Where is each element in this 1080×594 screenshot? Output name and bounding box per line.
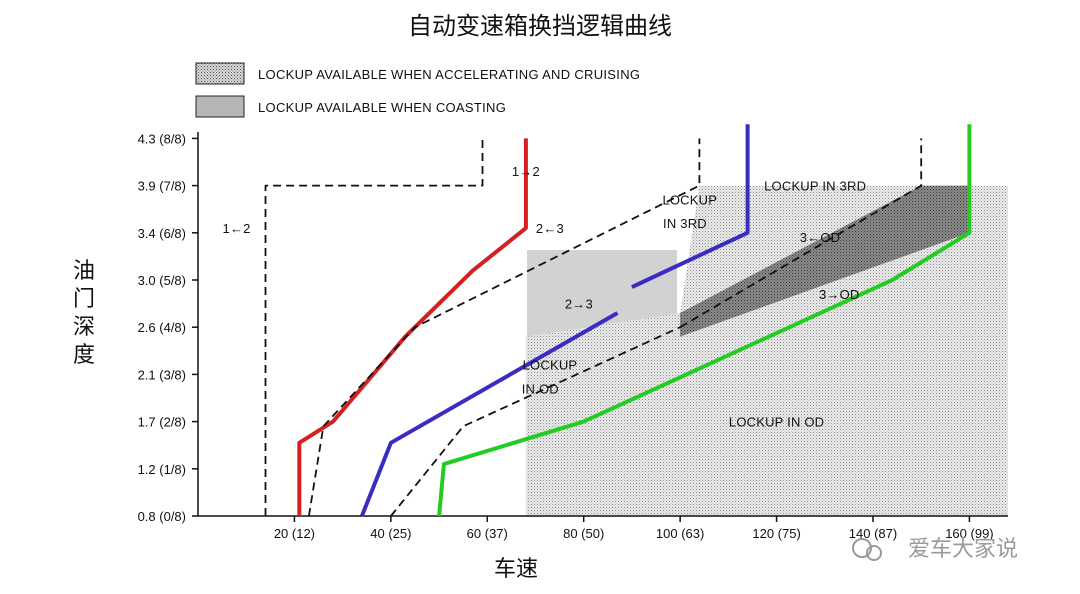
y-tick-label: 3.0 (5/8) [138,273,186,288]
annotation-label: 2→3 [565,296,593,311]
regions [525,185,1008,516]
watermark: 爱车大家说 [852,537,1018,562]
series-lines [264,124,972,517]
x-tick-label: 160 (99) [945,526,993,541]
annotation-label: IN 3RD [663,216,707,231]
x-tick-label: 40 (25) [370,526,411,541]
x-axis-label: 车速 [494,557,538,582]
legend: LOCKUP AVAILABLE WHEN ACCELERATING AND C… [195,62,640,118]
y-tick-label: 0.8 (0/8) [138,509,186,524]
annotation-label: LOCKUP IN 3RD [764,178,866,193]
y-tick-label: 2.6 (4/8) [138,320,186,335]
annotation-label: 3→OD [819,287,860,302]
series-line-2 [360,311,619,517]
series-line-0 [297,138,528,516]
legend-swatch-light [195,62,245,85]
x-ticks: 20 (12) 40 (25) 60 (37) 80 (50) 100 (63) 120 … [274,516,994,541]
x-tick-label: 120 (75) [752,526,800,541]
y-axis-label: 油门深度 [73,259,95,368]
legend-swatch-dark [195,95,245,118]
annotations: 1→2 1←2 2←3 2→3 LOCKUP IN 3RD LOCKUP IN 3RD 3←O… [223,164,866,429]
y-tick-label: 2.1 (3/8) [138,367,186,382]
annotation-label: 3←OD [800,230,841,245]
series-line-7 [679,138,923,328]
annotation-label: LOCKUP [662,192,717,207]
annotation-label: 1←2 [223,221,251,236]
x-tick-label: 80 (50) [563,526,604,541]
y-tick-label: 3.9 (7/8) [138,179,186,194]
x-tick-label: 20 (12) [274,526,315,541]
y-tick-label: 1.2 (1/8) [138,462,186,477]
y-ticks: 0.8 (0/8) 1.2 (1/8) 1.7 (2/8) 2.1 (3/8) 2.6 … [138,131,198,524]
x-tick-label: 60 (37) [467,526,508,541]
y-axis-label-char: 深 [73,315,95,340]
y-tick-label: 4.3 (8/8) [138,131,186,146]
x-tick-label: 140 (87) [849,526,897,541]
y-axis-label-char: 油 [73,259,95,284]
y-tick-label: 3.4 (6/8) [138,226,186,241]
region-coasting [680,185,970,337]
annotation-label: IN OD [522,381,559,396]
series-line-3 [631,124,750,289]
watermark-text: 爱车大家说 [908,537,1018,562]
annotation-label: 2←3 [536,221,564,236]
annotation-label: LOCKUP [523,358,578,373]
annotation-label: LOCKUP IN OD [729,414,824,429]
legend-label-dark: LOCKUP AVAILABLE WHEN COASTING [258,100,506,115]
y-tick-label: 1.7 (2/8) [138,415,186,430]
y-axis-label-char: 度 [73,343,95,368]
series-line-5 [437,124,972,517]
x-tick-label: 100 (63) [656,526,704,541]
chart-title: 自动变速箱换挡逻辑曲线 [408,12,672,40]
series-line-6 [390,326,681,517]
annotation-label: 1→2 [512,164,540,179]
y-axis-label-char: 门 [73,287,95,312]
region-accelerating-cruising [525,185,1008,516]
series-line-4 [308,138,701,517]
watermark-logo-icon [852,538,882,561]
legend-label-light: LOCKUP AVAILABLE WHEN ACCELERATING AND C… [258,67,640,82]
